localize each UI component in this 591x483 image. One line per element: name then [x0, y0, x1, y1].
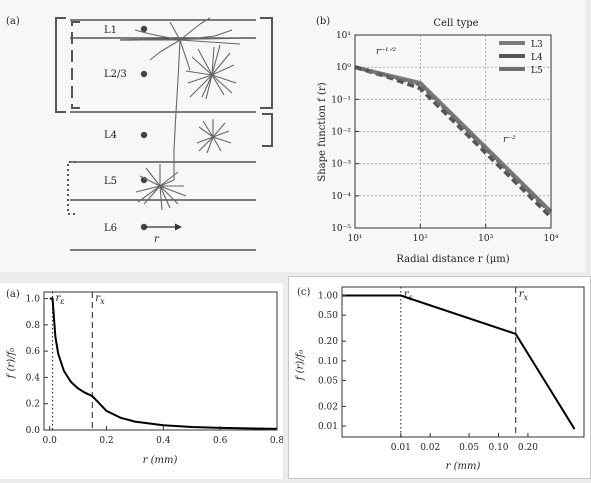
- radial-arrow: [144, 223, 182, 231]
- chart-linear-ytick-label: 0.2: [26, 400, 40, 410]
- layer-label-l6: L6: [104, 223, 117, 234]
- chart-b-ytick-label: 10⁻³: [331, 160, 351, 170]
- chart-b-xlabel: Radial distance r (μm): [396, 254, 509, 265]
- chart-log-frame: [341, 286, 585, 438]
- chart-log-vline-label: rx: [519, 289, 529, 302]
- soma-marker-l23: [140, 70, 148, 78]
- chart-b-panel-label: (b): [316, 16, 330, 27]
- chart-linear-xtick-label: 0.0: [43, 436, 58, 446]
- chart-log-xtick-label: 0.05: [459, 443, 479, 453]
- soma-marker-l4: [140, 131, 148, 139]
- chart-linear-frame: [43, 291, 278, 431]
- chart-b-xtick-label: 10²: [413, 234, 428, 244]
- chart-b-annotation-slope-two: r⁻²: [503, 135, 516, 145]
- chart-log-ylabel: f (r)/f₀: [295, 350, 306, 382]
- right-brackets: [260, 17, 273, 147]
- chart-log-xtick-label: 0.01: [391, 443, 411, 453]
- chart-log-ytick-label: 0.02: [318, 402, 338, 412]
- chart-b-legend: L3 L4 L5: [499, 40, 543, 76]
- chart-b-series-line-l5: [354, 65, 553, 215]
- chart-b-series-group: [354, 65, 553, 219]
- chart-b-grid: [355, 35, 551, 228]
- chart-log-xtick-label: 0.02: [420, 443, 440, 453]
- chart-b-ytick-label: 10⁻²: [331, 128, 351, 138]
- chart-log-ytick-label: 0.10: [318, 357, 338, 367]
- chart-linear-ytick-label: 0.4: [26, 373, 41, 383]
- chart-linear-vlines: rε rx: [52, 292, 105, 430]
- chart-b-xtick-label: 10¹: [347, 234, 362, 244]
- bottom-right-panel: (c) rε rx 0.01 0.02 0.05 0.10 0.20 0.01 0.02 0.0…: [288, 276, 591, 479]
- chart-linear-series-line: [49, 297, 278, 430]
- chart-linear-ticks: 0.0 0.2 0.4 0.6 0.8 0.0 0.2 0.4 0.6 0.8 1.0: [26, 295, 285, 446]
- soma-marker-l1: [140, 25, 148, 33]
- top-figure-svg: (a) L1 L2/3 L4 L5 L6 r: [6, 16, 559, 265]
- chart-b-ticks: 10¹ 10² 10³ 10⁴ 10⁻⁵ 10⁻⁴ 10⁻³ 10⁻² 10⁻¹ 10⁰ 10¹: [331, 31, 559, 244]
- chart-b-ytick-label: 10⁻⁵: [331, 224, 351, 234]
- chart-b-legend-label-l5: L5: [531, 66, 543, 76]
- chart-b-ytick-label: 10¹: [336, 31, 351, 41]
- chart-b-ytick-label: 10⁻¹: [331, 95, 351, 105]
- chart-linear-series-group: [49, 297, 278, 430]
- left-brackets: [55, 17, 80, 215]
- chart-linear-ytick-label: 1.0: [26, 295, 41, 305]
- chart-b-title: Cell type: [433, 18, 478, 29]
- chart-b-ytick-label: 10⁰: [336, 63, 351, 73]
- chart-log-ytick-label: 0.05: [318, 376, 338, 386]
- chart-b-series-line-l4: [354, 65, 553, 219]
- chart-log-xlabel: r (mm): [446, 461, 481, 472]
- chart-log-ticks: 0.01 0.02 0.05 0.10 0.20 0.01 0.02 0.05 0.10 0.20…: [318, 292, 538, 453]
- chart-log-svg: (c) rε rx 0.01 0.02 0.05 0.10 0.200.010.020.0…: [295, 286, 585, 472]
- chart-linear-xtick-label: 0.8: [270, 436, 283, 446]
- chart-linear-ylabel: f (r)/f₀: [6, 348, 17, 380]
- chart-linear-xtick-label: 0.6: [213, 436, 228, 446]
- bottom-left-panel: (a) rε rx 0.0 0.2 0.4 0.6 0.8 0.0 0.2 0.4 0.6 0.8 1…: [0, 283, 285, 479]
- chart-linear-ytick-label: 0.8: [26, 321, 41, 331]
- layer-label-l23: L2/3: [104, 69, 127, 80]
- chart-b-xtick-label: 10³: [478, 234, 493, 244]
- chart-b-legend-label-l3: L3: [531, 40, 543, 50]
- chart-b-legend-label-l4: L4: [531, 53, 543, 63]
- neuron-panel-label: (a): [6, 16, 20, 27]
- chart-linear-xtick-label: 0.2: [99, 436, 113, 446]
- pyramidal-neuron-drawing: [119, 17, 246, 211]
- chart-b-xtick-label: 10⁴: [543, 234, 558, 244]
- chart-linear-panel-label: (a): [6, 289, 20, 300]
- layer-label-l1: L1: [104, 25, 117, 36]
- chart-linear-vline-label: rε: [56, 293, 65, 306]
- chart-b-ytick-label: 10⁻⁴: [331, 192, 351, 202]
- chart-b-annotation-slope-half: r⁻¹ᐟ²: [376, 47, 396, 57]
- chart-log-ytick-label: 0.20: [318, 337, 338, 347]
- chart-log-series-line: [342, 294, 576, 430]
- chart-log-xtick-label: 0.20: [518, 443, 538, 453]
- chart-log-ytick-label: 0.50: [318, 311, 338, 321]
- chart-linear-ytick-label: 0.6: [26, 347, 41, 357]
- radial-symbol: r: [154, 234, 160, 245]
- chart-linear-ytick-label: 0.0: [26, 426, 41, 436]
- chart-linear-svg: (a) rε rx 0.0 0.2 0.4 0.6 0.8 0.0 0.2 0.4 0.6 0.8 1…: [6, 289, 285, 466]
- chart-b: (b) Cell type 10¹ 10² 10³ 10⁴10⁻⁵10⁻⁴10⁻³10…: [316, 16, 559, 265]
- chart-log-vline-label: rε: [404, 289, 413, 302]
- chart-log-ytick-label: 0.01: [318, 422, 338, 432]
- top-figure-panel: (a) L1 L2/3 L4 L5 L6 r: [0, 0, 585, 272]
- chart-log-series-group: [342, 294, 576, 430]
- chart-log-vlines: rε rx: [400, 287, 529, 437]
- layer-label-l5: L5: [104, 176, 117, 187]
- chart-linear-vline-label: rx: [95, 293, 105, 306]
- chart-log-ytick-label: 1.00: [318, 292, 338, 302]
- layer-label-l4: L4: [104, 130, 117, 141]
- chart-log-panel-label: (c): [297, 287, 311, 298]
- chart-linear-xtick-label: 0.4: [156, 436, 171, 446]
- layer-boundaries: [70, 19, 256, 251]
- chart-b-ylabel: Shape function f (r): [317, 82, 328, 181]
- chart-linear-xlabel: r (mm): [143, 455, 178, 466]
- chart-log-xtick-label: 0.10: [488, 443, 508, 453]
